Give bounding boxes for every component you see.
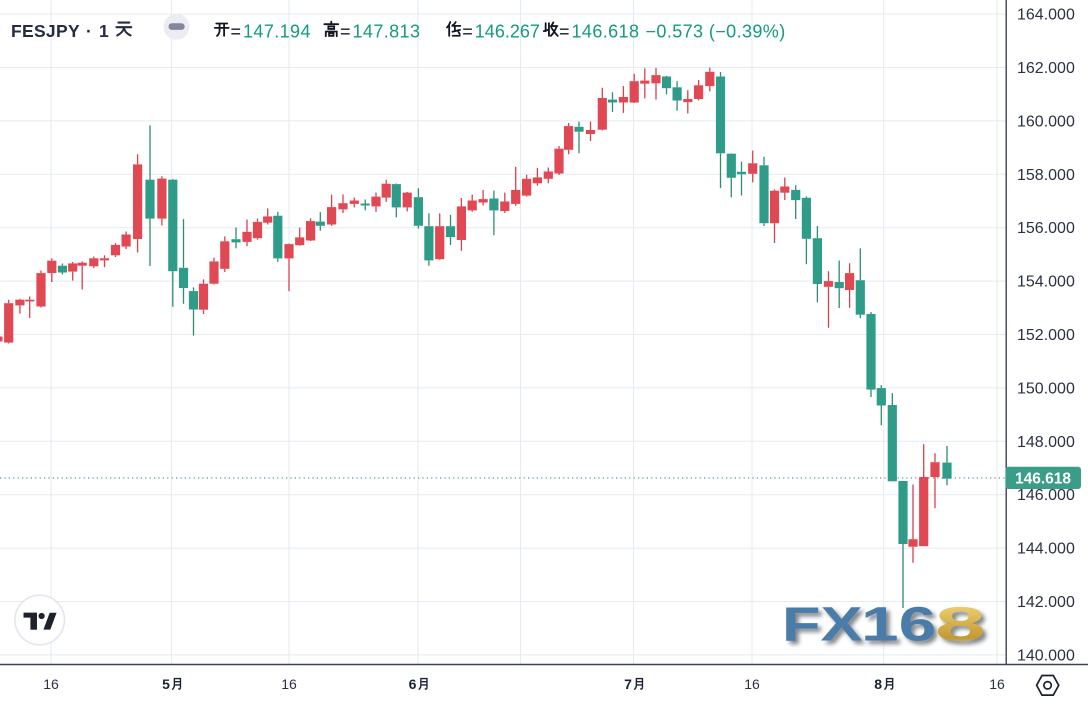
svg-text:=: =: [462, 22, 473, 42]
svg-text:8: 8: [935, 597, 986, 651]
svg-text:7: 7: [624, 676, 632, 692]
svg-text:146.000: 146.000: [1017, 487, 1075, 504]
svg-text:142.000: 142.000: [1017, 594, 1075, 611]
svg-text:162.000: 162.000: [1017, 60, 1075, 77]
svg-text:140.000: 140.000: [1017, 647, 1075, 664]
svg-text:16: 16: [281, 676, 297, 692]
svg-text:=: =: [340, 22, 351, 42]
svg-text:150.000: 150.000: [1017, 380, 1075, 397]
svg-text:=: =: [559, 22, 570, 42]
svg-text:147.194: 147.194: [243, 22, 311, 42]
svg-text:147.813: 147.813: [353, 22, 421, 42]
svg-text:146.618: 146.618: [1015, 471, 1071, 488]
svg-text:16: 16: [861, 598, 936, 652]
svg-text:148.000: 148.000: [1017, 434, 1075, 451]
svg-text:FX: FX: [782, 596, 863, 650]
svg-text:160.000: 160.000: [1017, 113, 1075, 130]
svg-text:·: ·: [86, 21, 92, 41]
svg-text:16: 16: [744, 676, 760, 692]
svg-text:156.000: 156.000: [1017, 220, 1075, 237]
svg-text:164.000: 164.000: [1017, 7, 1075, 24]
svg-text:1: 1: [99, 21, 109, 41]
svg-text:144.000: 144.000: [1017, 541, 1075, 558]
svg-text:154.000: 154.000: [1017, 274, 1075, 291]
svg-text:16: 16: [989, 676, 1005, 692]
svg-text:146.267: 146.267: [475, 22, 540, 42]
svg-text:152.000: 152.000: [1017, 327, 1075, 344]
svg-text:158.000: 158.000: [1017, 167, 1075, 184]
svg-text:5: 5: [162, 676, 170, 692]
svg-text:FESJPY: FESJPY: [11, 21, 80, 41]
svg-text:8: 8: [874, 676, 882, 692]
svg-text:−0.573 (−0.39%): −0.573 (−0.39%): [646, 22, 786, 42]
svg-text:16: 16: [43, 676, 59, 692]
svg-text:146.618: 146.618: [572, 22, 640, 42]
svg-text:=: =: [231, 22, 242, 42]
svg-text:6: 6: [409, 676, 417, 692]
